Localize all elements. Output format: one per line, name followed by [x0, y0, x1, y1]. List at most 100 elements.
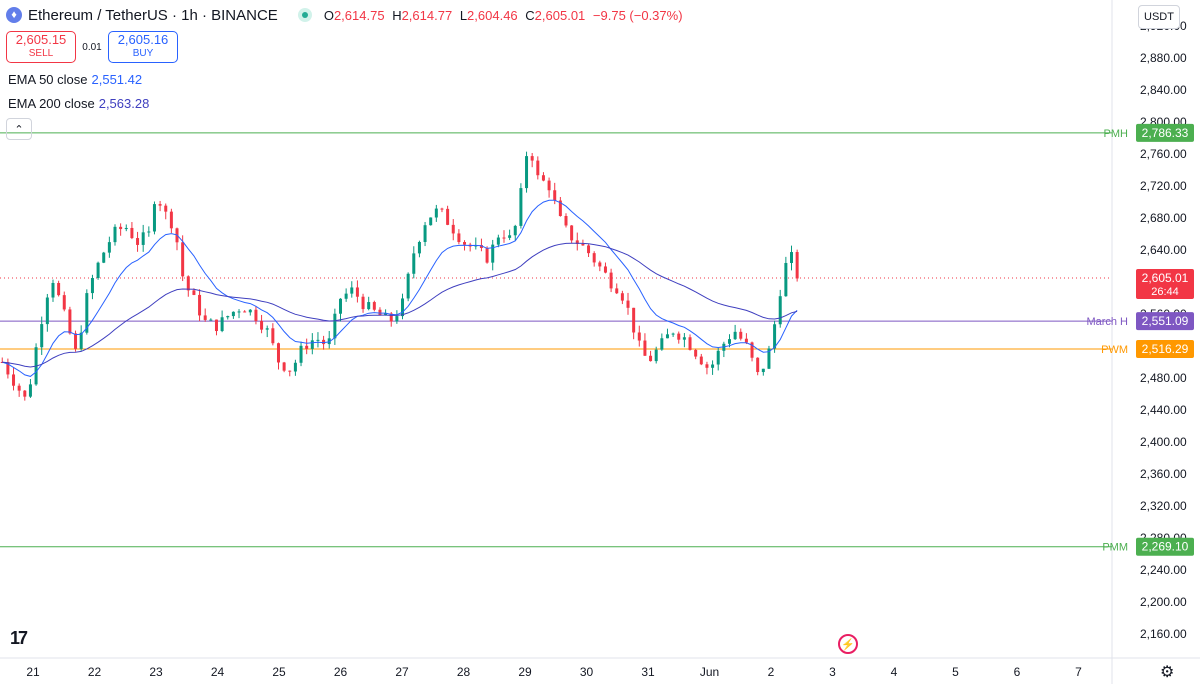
candle-body — [649, 355, 653, 362]
x-tick-label: 21 — [26, 665, 40, 679]
candle-body — [778, 296, 782, 325]
candle-body — [654, 349, 658, 362]
chart-header: ♦ Ethereum / TetherUS · 1h · BINANCE O2,… — [6, 4, 687, 26]
candle-body — [40, 324, 44, 348]
ema50-line — [2, 199, 798, 377]
candle-body — [598, 262, 602, 267]
candle-body — [316, 339, 320, 341]
candle-body — [90, 278, 94, 294]
level-label: March H — [1086, 316, 1128, 328]
candle-body — [620, 293, 624, 301]
candle-body — [491, 244, 495, 263]
candle-body — [158, 204, 162, 206]
x-tick-label: 23 — [149, 665, 163, 679]
sell-button[interactable]: 2,605.15 SELL — [6, 31, 76, 63]
candle-body — [79, 332, 83, 349]
candle-body — [733, 331, 737, 340]
currency-selector[interactable]: USDT — [1138, 5, 1180, 29]
ema200-line — [2, 242, 798, 368]
candle-body — [243, 311, 247, 313]
y-tick-label: 2,440.00 — [1140, 403, 1187, 417]
chevron-up-icon[interactable]: ⌃ — [6, 118, 32, 140]
candle-body — [485, 247, 489, 263]
candle-body — [587, 245, 591, 254]
symbol-title[interactable]: Ethereum / TetherUS · 1h · BINANCE — [28, 6, 278, 24]
candle-body — [6, 362, 10, 375]
candle-body — [181, 242, 185, 277]
gear-icon[interactable]: ⚙ — [1160, 664, 1175, 681]
candle-body — [310, 340, 314, 349]
candle-body — [744, 338, 748, 343]
candle-body — [677, 333, 681, 340]
candle-body — [682, 337, 686, 340]
ema50-legend[interactable]: EMA 50 close 2,551.42 — [8, 72, 143, 87]
candle-body — [293, 362, 297, 372]
candle-body — [795, 252, 799, 279]
buy-button[interactable]: 2,605.16 BUY — [108, 31, 178, 63]
candle-body — [282, 362, 286, 371]
candle-body — [384, 313, 388, 316]
candle-body — [637, 332, 641, 341]
y-tick-label: 2,200.00 — [1140, 595, 1187, 609]
y-tick-label: 2,720.00 — [1140, 179, 1187, 193]
candle-body — [141, 232, 145, 245]
candle-body — [254, 309, 258, 322]
candle-body — [711, 364, 715, 368]
candle-body — [423, 225, 427, 242]
x-tick-label: 2 — [768, 665, 775, 679]
level-value: 2,551.09 — [1142, 314, 1189, 328]
candle-body — [513, 225, 517, 236]
countdown: 26:44 — [1151, 286, 1179, 298]
candle-body — [756, 357, 760, 373]
last-price-value: 2,605.01 — [1142, 271, 1189, 285]
y-tick-label: 2,240.00 — [1140, 563, 1187, 577]
level-tag — [1136, 123, 1194, 142]
candle-body — [378, 309, 382, 316]
candle-body — [558, 200, 562, 217]
ema200-legend[interactable]: EMA 200 close 2,563.28 — [8, 96, 150, 111]
candle-body — [530, 156, 534, 161]
candle-body — [508, 235, 512, 238]
lightning-icon[interactable]: ⚡ — [838, 634, 858, 654]
market-open-icon[interactable] — [297, 8, 312, 22]
candle-body — [406, 273, 410, 299]
x-tick-label: 3 — [829, 665, 836, 679]
x-tick-label: 22 — [88, 665, 102, 679]
candle-body — [355, 287, 359, 297]
candle-body — [699, 356, 703, 365]
y-tick-label: 2,320.00 — [1140, 499, 1187, 513]
candle-body — [288, 370, 292, 372]
candle-body — [107, 242, 111, 253]
x-tick-label: 26 — [334, 665, 348, 679]
x-tick-label: 5 — [952, 665, 959, 679]
candle-body — [434, 208, 438, 218]
candle-body — [28, 384, 32, 397]
candle-body — [767, 348, 771, 369]
candle-body — [773, 324, 777, 349]
candle-body — [299, 345, 303, 363]
candle-body — [350, 287, 354, 294]
candle-body — [570, 225, 574, 241]
candle-body — [198, 294, 202, 316]
candle-body — [169, 211, 173, 229]
candle-body — [45, 297, 49, 325]
candle-body — [130, 227, 134, 239]
candle-body — [322, 339, 326, 345]
x-tick-label: 28 — [457, 665, 471, 679]
y-tick-label: 2,400.00 — [1140, 435, 1187, 449]
candle-body — [694, 349, 698, 357]
candle-body — [446, 208, 450, 225]
x-tick-label: 31 — [641, 665, 655, 679]
x-tick-label: 7 — [1075, 665, 1082, 679]
tradingview-logo[interactable]: 17 — [10, 628, 28, 648]
candle-body — [367, 302, 371, 310]
candle-body — [231, 311, 235, 317]
x-tick-label: 30 — [580, 665, 594, 679]
candle-body — [136, 238, 140, 245]
candle-body — [615, 288, 619, 294]
candle-body — [429, 217, 433, 226]
y-tick-label: 2,640.00 — [1140, 243, 1187, 257]
candle-body — [784, 262, 788, 297]
candle-body — [581, 243, 585, 246]
